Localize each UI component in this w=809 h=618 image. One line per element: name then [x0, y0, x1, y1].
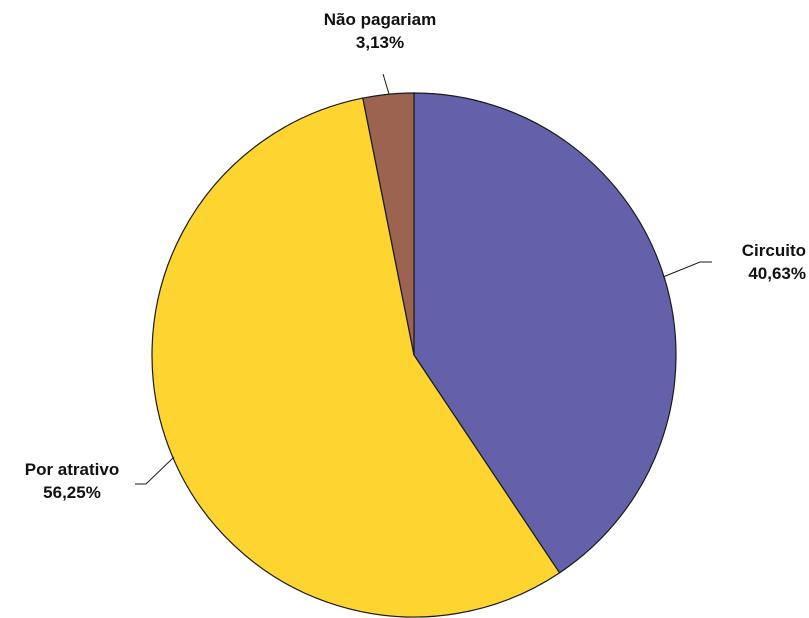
label-circuito-name: Circuito	[742, 241, 806, 260]
label-nao-pagariam-value: 3,13%	[356, 33, 404, 52]
slice-por-atrativo	[151, 97, 561, 618]
pie-slices	[151, 92, 677, 618]
leader-lines	[135, 73, 712, 485]
leader-por-atrativo	[135, 456, 175, 485]
label-por-atrativo-value: 56,25%	[43, 483, 101, 502]
label-circuito-value: 40,63%	[748, 264, 806, 283]
label-nao-pagariam-name: Não pagariam	[324, 10, 436, 29]
slice-labels: Circuito 40,63% Por atrativo 56,25% Não …	[25, 10, 806, 502]
leader-circuito	[662, 261, 712, 278]
label-por-atrativo-name: Por atrativo	[25, 460, 119, 479]
slice-nao-pagariam	[362, 92, 415, 356]
leader-nao-pagariam	[382, 73, 390, 95]
